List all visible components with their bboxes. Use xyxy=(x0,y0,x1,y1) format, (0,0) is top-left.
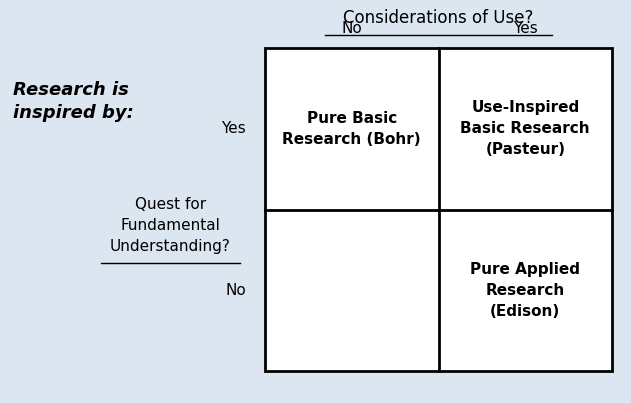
Text: Pure Applied
Research
(Edison): Pure Applied Research (Edison) xyxy=(470,262,581,319)
Text: Considerations of Use?: Considerations of Use? xyxy=(343,9,534,27)
Text: Yes: Yes xyxy=(221,121,246,137)
Text: Yes: Yes xyxy=(513,21,538,36)
Text: Quest for
Fundamental
Understanding?: Quest for Fundamental Understanding? xyxy=(110,197,231,254)
Text: Research is
inspired by:: Research is inspired by: xyxy=(13,81,134,122)
FancyBboxPatch shape xyxy=(265,48,612,371)
Text: Pure Basic
Research (Bohr): Pure Basic Research (Bohr) xyxy=(283,111,421,147)
Text: No: No xyxy=(341,21,362,36)
Text: No: No xyxy=(225,283,246,298)
Text: Use-Inspired
Basic Research
(Pasteur): Use-Inspired Basic Research (Pasteur) xyxy=(461,100,590,158)
